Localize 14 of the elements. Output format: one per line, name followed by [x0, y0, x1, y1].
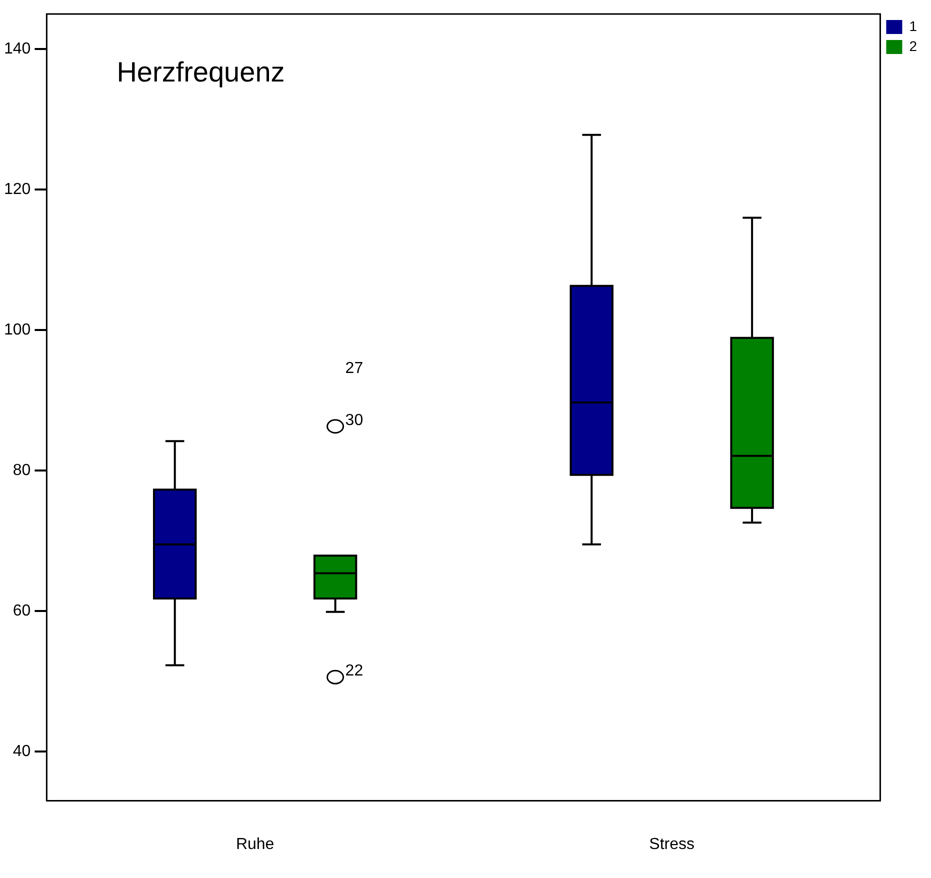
y-tick-label: 120: [4, 181, 31, 198]
y-tick-label: 60: [12, 602, 31, 620]
annotation: 30: [345, 412, 364, 429]
y-tick-label: 80: [12, 462, 31, 480]
y-tick-label: 40: [12, 743, 31, 760]
text: Herzfrequenz: [116, 56, 285, 88]
y-tick-label: 100: [4, 322, 31, 339]
legend-label: 1: [909, 18, 918, 34]
x-tick-label: Ruhe: [236, 836, 274, 853]
legend-label: 2: [909, 38, 918, 54]
y-tick-label: 140: [4, 40, 31, 58]
annotation: 22: [345, 662, 364, 680]
annotation: 27: [345, 360, 364, 377]
x-tick-label: Stress: [649, 836, 695, 853]
